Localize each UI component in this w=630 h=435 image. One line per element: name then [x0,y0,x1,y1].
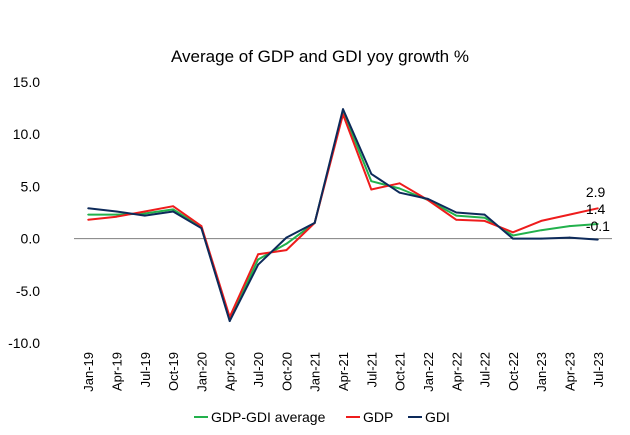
data-point [257,258,259,261]
data-point [143,214,146,217]
data-point [257,263,259,266]
legend-label: GDP [363,409,393,425]
data-point [483,213,486,216]
data-point [568,225,571,227]
x-tick-label: Apr-19 [109,352,124,391]
data-point [596,238,599,241]
end-label: 2.9 [586,184,606,200]
legend-label: GDI [425,409,450,425]
data-point [172,210,175,213]
data-point [172,205,175,208]
data-point [398,191,401,194]
x-tick-label: Jul-19 [138,352,153,387]
x-tick-label: Jul-23 [591,352,606,387]
y-tick-label: 5.0 [21,178,41,194]
data-point [143,212,146,215]
x-tick-label: Jul-20 [251,352,266,387]
data-point [313,222,316,224]
data-point [540,229,543,232]
data-point [87,213,90,216]
data-point [455,214,458,217]
series-line-0 [88,110,598,321]
data-point [596,207,599,210]
x-tick-label: Oct-21 [393,352,408,391]
x-tick-label: Oct-22 [506,352,521,391]
data-point [87,218,90,221]
data-point [115,210,118,213]
data-point [568,213,571,216]
data-point [540,219,543,222]
data-point [172,208,175,211]
data-point [398,182,401,185]
data-point [511,231,514,234]
data-point [87,207,90,210]
x-axis: Jan-19 Apr-19 Jul-19 Oct-19 Jan-20 Apr-20 Jul-… [81,352,606,392]
y-tick-label: 0.0 [21,231,41,247]
data-point [228,320,231,322]
data-point [370,188,373,191]
data-point [398,187,401,190]
x-tick-label: Oct-19 [166,352,181,391]
data-point [200,225,203,227]
data-point [483,219,486,222]
legend: GDP-GDI average GDP GDI [194,409,450,425]
data-point [200,227,203,230]
data-point [370,172,373,175]
end-label: 1.4 [586,201,606,217]
data-point [342,108,344,111]
data-point [596,223,599,225]
data-point [427,198,429,200]
data-point [285,242,288,245]
y-tick-label: -5.0 [16,283,40,299]
data-point [115,215,118,218]
chart-title: Average of GDP and GDI yoy growth % [171,47,469,66]
y-tick-label: 15.0 [13,74,40,90]
data-point [511,237,514,240]
x-tick-label: Jan-19 [81,352,96,392]
data-point [568,236,571,239]
data-point [285,236,288,239]
x-tick-label: Jan-20 [194,352,209,392]
y-tick-label: 10.0 [13,126,40,142]
data-point [143,210,146,213]
data-point [455,218,458,221]
x-tick-label: Jul-21 [364,352,379,387]
data-point [257,253,259,256]
x-tick-label: Jan-21 [308,352,323,392]
x-tick-label: Jan-22 [421,352,436,392]
end-value-labels: 2.91.4-0.1 [586,184,610,234]
x-tick-label: Oct-20 [279,352,294,391]
x-tick-label: Jul-22 [478,352,493,387]
data-point [370,180,373,183]
legend-label: GDP-GDI average [211,409,326,425]
plot-area [87,108,599,323]
data-point [483,216,486,219]
x-tick-label: Apr-22 [449,352,464,391]
data-point [511,234,514,237]
end-label: -0.1 [586,218,610,234]
x-tick-label: Apr-23 [563,352,578,391]
data-point [285,249,288,251]
x-tick-label: Apr-21 [336,352,351,391]
x-tick-label: Apr-20 [223,352,238,391]
data-point [115,213,118,216]
y-tick-label: -10.0 [8,335,40,351]
data-point [455,211,458,214]
y-axis: 15.0 10.0 5.0 0.0 -5.0 -10.0 [8,74,40,351]
x-tick-label: Jan-23 [534,352,549,392]
series-line-1 [88,113,599,318]
series-line-2 [88,108,598,323]
data-point [540,237,543,240]
